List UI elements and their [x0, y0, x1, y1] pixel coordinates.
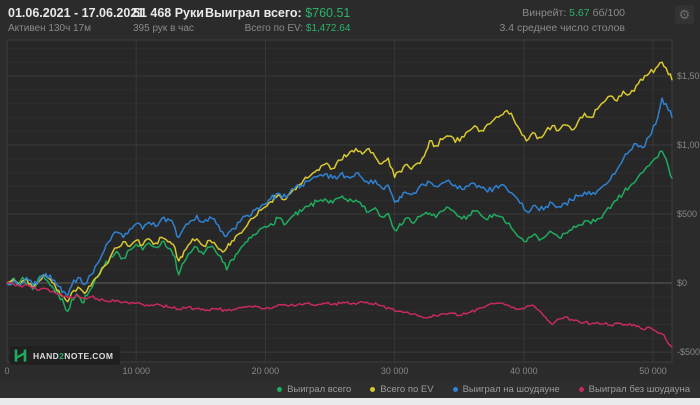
hand2note-watermark[interactable]: HAND2NOTE.COM — [10, 346, 121, 365]
hands-count: 51 468 Руки — [133, 6, 204, 20]
legend-item-showdown[interactable]: Выиграл на шоудауне — [452, 384, 560, 395]
winnings-group: Выиграл всего: $760.51 Всего по EV: $1,4… — [205, 6, 350, 36]
pink-dot-icon — [578, 386, 584, 392]
watermark-text: HAND2NOTE.COM — [33, 350, 114, 361]
date-range: 01.06.2021 - 17.06.2021 — [8, 6, 145, 20]
settings-gear-icon[interactable]: ⚙ — [675, 5, 694, 24]
green-dot-icon — [277, 386, 283, 392]
ev-total-label: Всего по EV: — [244, 23, 304, 34]
y-tick-label: $500 — [677, 209, 697, 219]
x-tick-label: 50 000 — [639, 366, 667, 376]
hand2note-logo-icon — [14, 349, 27, 362]
winrate-value: 5.67 — [569, 7, 590, 19]
legend-bar: Выиграл всего Всего по EV Выиграл на шоу… — [0, 380, 700, 398]
series-line-1 — [6, 61, 673, 303]
plot-border — [6, 39, 673, 363]
x-tick-label: 40 000 — [510, 366, 538, 376]
series-line-3 — [6, 282, 673, 348]
x-tick-label: 10 000 — [122, 366, 150, 376]
winrate-label: Винрейт: — [522, 7, 567, 19]
hands-group: 51 468 Руки 395 рук в час — [133, 6, 204, 36]
series-line-2 — [6, 97, 673, 297]
active-time: Активен 130ч 17м — [8, 23, 92, 34]
y-tick-label: $1,000 — [677, 140, 700, 150]
hands-per-hour: 395 рук в час — [133, 23, 194, 34]
legend-item-won-total[interactable]: Выиграл всего — [277, 384, 351, 395]
ev-total-value: $1,472.64 — [305, 23, 351, 34]
y-tick-label: -$500 — [677, 347, 700, 357]
won-total-label: Выиграл всего: — [205, 6, 302, 20]
legend-item-non-showdown[interactable]: Выиграл без шоудауна — [578, 384, 690, 395]
date-range-group: 01.06.2021 - 17.06.2021 Активен 130ч 17м — [8, 6, 144, 36]
plot-background — [7, 40, 672, 362]
legend-item-ev-total[interactable]: Всего по EV — [370, 384, 434, 395]
blue-dot-icon — [452, 386, 458, 392]
winrate-units: бб/100 — [592, 7, 625, 19]
winrate-group: Винрейт: 5.67 бб/100 3.4 среднее число с… — [499, 6, 625, 36]
x-tick-label: 0 — [4, 366, 9, 376]
avg-tables: 3.4 среднее число столов — [499, 22, 625, 34]
x-tick-label: 20 000 — [252, 366, 280, 376]
won-total-value: $760.51 — [305, 6, 351, 20]
x-tick-label: 30 000 — [381, 366, 409, 376]
y-tick-label: $1,500 — [677, 71, 700, 81]
yellow-dot-icon — [370, 386, 376, 392]
window-bottom-edge — [0, 398, 700, 405]
y-tick-label: $0 — [677, 278, 687, 288]
